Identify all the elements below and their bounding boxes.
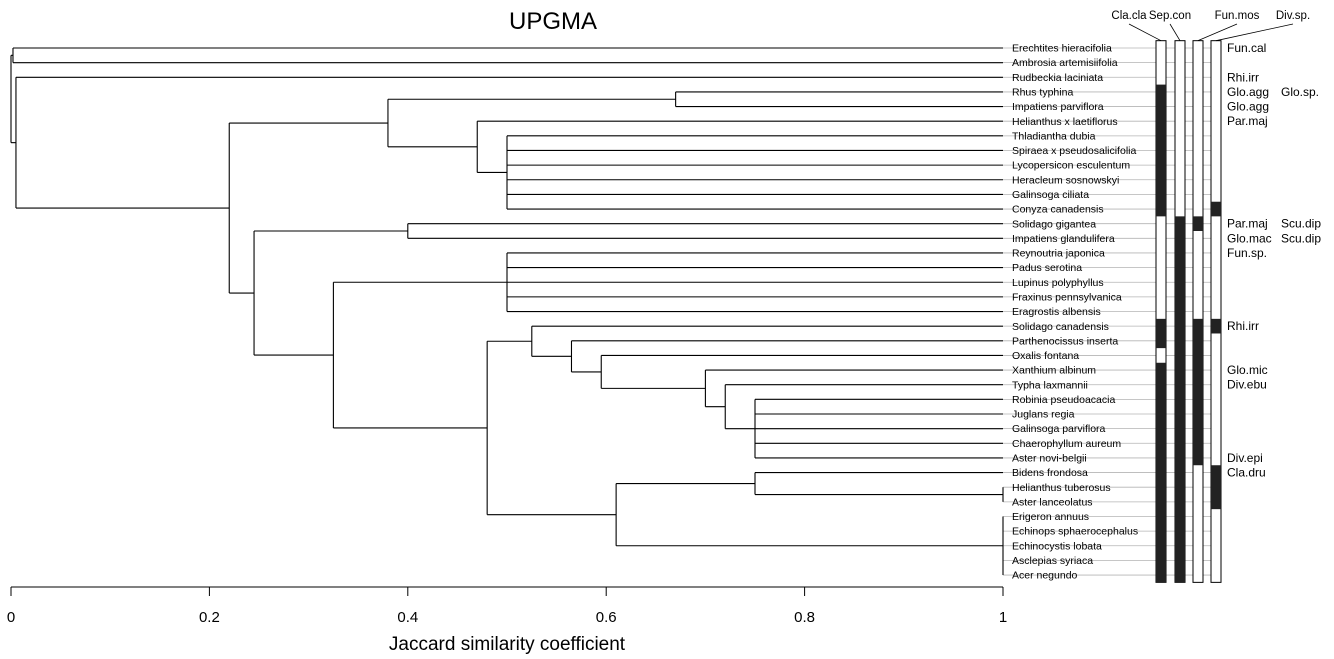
species-label: Aster novi-belgii <box>1012 453 1087 465</box>
species-label: Oxalis fontana <box>1012 350 1079 362</box>
species-label: Solidago gigantea <box>1012 218 1096 230</box>
fungus-annotation: Fun.sp. <box>1227 246 1267 260</box>
x-tick-label: 0.4 <box>397 609 418 626</box>
host-presence-segment <box>1156 362 1166 583</box>
fungus-annotation: Scu.dip <box>1281 217 1321 231</box>
species-label: Erigeron annuus <box>1012 511 1089 523</box>
species-label: Echinocystis lobata <box>1012 540 1102 552</box>
host-presence-segment <box>1175 216 1185 583</box>
species-label: Juglans regia <box>1012 409 1075 421</box>
fungus-annotation: Par.maj <box>1227 114 1268 128</box>
species-label: Erechtites hieracifolia <box>1012 43 1112 55</box>
fungus-annotation: Rhi.irr <box>1227 70 1259 84</box>
fungus-annotation: Div.epi <box>1227 451 1263 465</box>
species-label: Aster lanceolatus <box>1012 496 1093 508</box>
species-label: Impatiens parviflora <box>1012 101 1104 113</box>
host-label-leader <box>1128 23 1162 42</box>
dendrogram-tree <box>10 47 1004 576</box>
species-label: Parthenocissus inserta <box>1012 335 1118 347</box>
species-label: Rhus typhina <box>1012 87 1073 99</box>
species-label: Asclepias syriaca <box>1012 555 1093 567</box>
fungus-annotation: Cla.dru <box>1227 466 1266 480</box>
fungus-annotation: Div.ebu <box>1227 378 1267 392</box>
figure-title: UPGMA <box>509 8 597 35</box>
species-label: Robinia pseudoacacia <box>1012 394 1115 406</box>
host-presence-segment <box>1211 318 1221 334</box>
fungus-annotation: Glo.mic <box>1227 363 1268 377</box>
species-label: Fraxinus pennsylvanica <box>1012 291 1122 303</box>
host-column-label: Div.sp. <box>1276 10 1310 22</box>
host-column-label: Cla.cla <box>1111 10 1147 22</box>
x-tick-label: 0.8 <box>794 609 815 626</box>
fungus-annotation: Glo.agg <box>1227 85 1269 99</box>
fungus-annotation: Glo.sp. <box>1281 85 1319 99</box>
species-label: Lycopersicon esculentum <box>1012 160 1130 172</box>
host-column-label: Sep.con <box>1149 10 1191 22</box>
host-presence-segment <box>1193 216 1203 231</box>
fungus-annotation: Glo.mac <box>1227 231 1272 245</box>
species-label: Galinsoga ciliata <box>1012 189 1089 201</box>
fungus-annotation: Glo.agg <box>1227 100 1269 114</box>
species-label: Rudbeckia laciniata <box>1012 72 1103 84</box>
species-label: Thladiantha dubia <box>1012 130 1096 142</box>
species-label: Padus serotina <box>1012 262 1082 274</box>
species-label: Xanthium albinum <box>1012 365 1096 377</box>
host-labels: Cla.cla Sep.con Fun.mos Div.sp. <box>1111 10 1310 42</box>
host-presence-segment <box>1193 318 1203 466</box>
host-label-leader <box>1197 23 1238 42</box>
species-label: Spiraea x pseudosalicifolia <box>1012 145 1136 157</box>
species-label: Acer negundo <box>1012 570 1078 582</box>
species-label: Echinops sphaerocephalus <box>1012 526 1138 538</box>
host-presence-segment <box>1156 84 1166 217</box>
species-label: Reynoutria japonica <box>1012 248 1105 260</box>
x-tick-label: 0.6 <box>596 609 617 626</box>
host-presence-segment <box>1211 465 1221 510</box>
host-bar-column <box>1192 40 1204 583</box>
fungus-annotation: Rhi.irr <box>1227 319 1259 333</box>
x-tick-label: 0.2 <box>199 609 220 626</box>
host-label-leader <box>1169 23 1181 41</box>
fungus-annotation: Scu.dip <box>1281 231 1321 245</box>
species-label: Galinsoga parviflora <box>1012 423 1106 435</box>
species-labels: Erechtites hieracifolia Ambrosia artemisi… <box>1012 43 1138 582</box>
species-label: Eragrostis albensis <box>1012 306 1101 318</box>
x-tick-label: 1 <box>999 609 1007 626</box>
species-label: Bidens frondosa <box>1012 467 1088 479</box>
x-axis: 0 0.2 0.4 0.6 0.8 1 <box>7 586 1007 626</box>
fungus-annotation: Fun.cal <box>1227 41 1266 55</box>
species-label: Solidago canadensis <box>1012 321 1109 333</box>
species-label: Helianthus tuberosus <box>1012 482 1111 494</box>
host-column-label: Fun.mos <box>1215 10 1260 22</box>
species-label: Ambrosia artemisiifolia <box>1012 57 1118 69</box>
x-axis-title: Jaccard similarity coefficient <box>389 634 626 655</box>
species-label: Heracleum sosnowskyi <box>1012 174 1119 186</box>
fungus-annotation: Par.maj <box>1227 217 1268 231</box>
host-label-leader <box>1215 23 1294 42</box>
species-label: Typha laxmannii <box>1012 379 1088 391</box>
host-presence-segment <box>1156 318 1166 349</box>
species-label: Helianthus x laetiflorus <box>1012 116 1118 128</box>
host-presence-segment <box>1211 201 1221 217</box>
host-presence-bars <box>1155 40 1222 583</box>
species-label: Chaerophyllum aureum <box>1012 438 1121 450</box>
x-tick-label: 0 <box>7 609 15 626</box>
species-label: Conyza canadensis <box>1012 204 1104 216</box>
species-label: Lupinus polyphyllus <box>1012 277 1104 289</box>
species-label: Impatiens glandulifera <box>1012 233 1115 245</box>
